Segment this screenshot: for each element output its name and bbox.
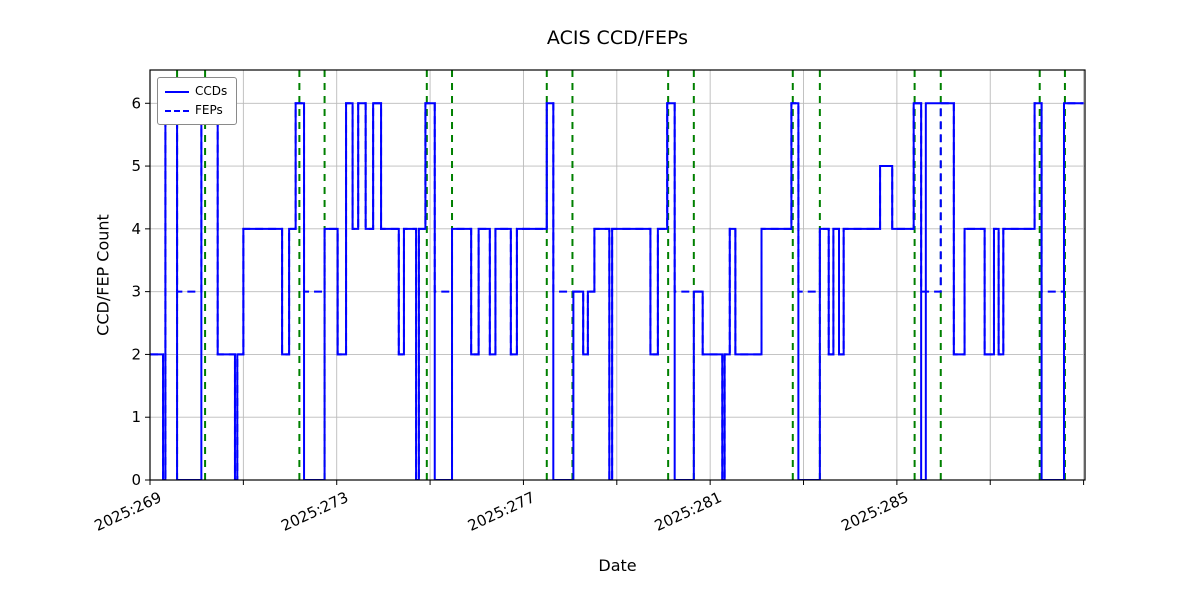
svg-text:4: 4 — [131, 220, 141, 238]
svg-text:2025:281: 2025:281 — [652, 488, 725, 535]
svg-text:2025:273: 2025:273 — [278, 488, 351, 535]
svg-text:2025:285: 2025:285 — [838, 488, 911, 535]
legend-label-feps: FEPs — [195, 103, 223, 118]
x-axis-label: Date — [598, 556, 637, 575]
svg-text:2025:277: 2025:277 — [465, 488, 538, 535]
svg-text:2025:269: 2025:269 — [92, 488, 165, 535]
svg-text:1: 1 — [131, 408, 141, 426]
legend-item-ccds: CCDs — [165, 82, 227, 101]
legend: CCDs FEPs — [157, 77, 238, 126]
ccds-line-sample-icon — [165, 90, 189, 93]
svg-text:2: 2 — [131, 345, 141, 363]
feps-line-sample-icon — [165, 109, 189, 112]
svg-text:0: 0 — [131, 471, 141, 489]
legend-label-ccds: CCDs — [195, 84, 228, 98]
svg-text:3: 3 — [131, 283, 141, 301]
svg-text:5: 5 — [131, 157, 141, 175]
svg-text:6: 6 — [131, 94, 141, 112]
legend-item-feps: FEPs — [165, 101, 227, 120]
chart-title: ACIS CCD/FEPs — [546, 27, 689, 49]
y-axis-label: CCD/FEP Count — [93, 214, 113, 336]
